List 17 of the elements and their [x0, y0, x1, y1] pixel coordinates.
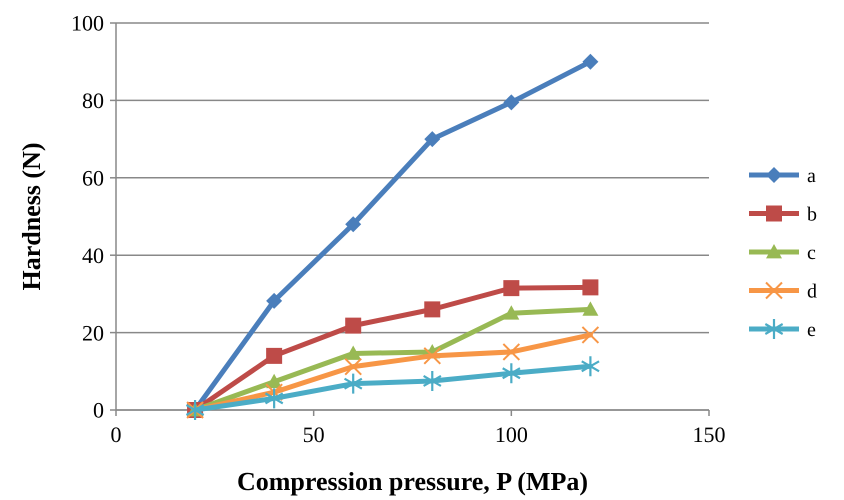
legend-label: b	[807, 204, 817, 226]
legend-label: e	[807, 319, 816, 341]
y-tick-label: 40	[82, 242, 104, 268]
y-tick-label: 60	[82, 166, 104, 190]
x-tick-label: 0	[110, 422, 122, 447]
legend-label: a	[807, 165, 816, 187]
x-axis-title: Compression pressure, P (MPa)	[237, 467, 588, 496]
y-axis-title: Hardness (N)	[17, 142, 46, 291]
y-tick-label: 20	[82, 320, 104, 346]
legend-label: c	[807, 242, 816, 264]
x-tick-label: 50	[302, 422, 325, 447]
x-tick-label: 100	[494, 422, 528, 447]
y-tick-label: 0	[93, 398, 104, 423]
x-tick-label: 150	[692, 422, 726, 447]
y-tick-label: 100	[71, 10, 104, 36]
legend-label: d	[807, 280, 817, 302]
y-tick-label: 80	[82, 88, 104, 114]
